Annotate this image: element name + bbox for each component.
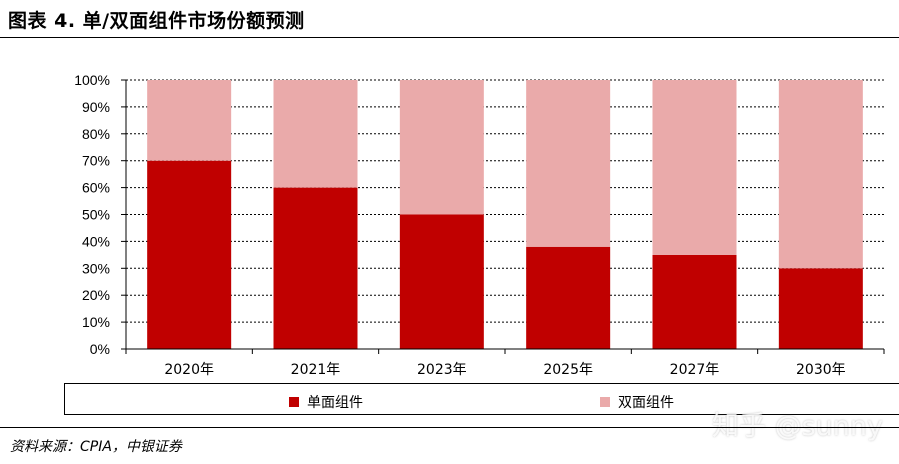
legend-label-single: 单面组件 [307,395,363,411]
bar-double [399,80,484,215]
bar-single [652,254,737,349]
legend: 单面组件 双面组件 [64,383,899,415]
x-tick-label: 2020年 [164,362,214,378]
y-tick-label: 30% [82,260,110,276]
watermark: 知乎 @sunny [712,411,883,442]
bar-single [526,246,611,349]
chart-title: 图表 4. 单/双面组件市场份额预测 [8,10,305,32]
x-tick-label: 2030年 [796,362,846,378]
x-tick-label: 2025年 [543,362,593,378]
bar-double [273,80,358,188]
legend-label-double: 双面组件 [618,395,674,411]
bar-double [778,80,863,269]
y-tick-label: 70% [82,153,110,169]
bar-single [273,187,358,349]
legend-swatch-double [600,397,610,407]
bar-double [147,80,232,161]
y-tick-label: 10% [82,314,110,330]
legend-item-single: 单面组件 [289,392,363,412]
bar-single [778,268,863,349]
legend-item-double: 双面组件 [600,392,674,412]
x-tick-label: 2027年 [670,362,720,378]
x-tick-label: 2021年 [291,362,341,378]
stacked-bar-chart: 0% 10% 20% 30% 40% 50% 60% 70% 80% 90% 100% 2020年 20… [74,72,885,378]
y-tick-label: 40% [82,233,110,249]
y-tick-label: 90% [82,99,110,115]
source-divider [0,427,899,428]
bar-single [147,160,232,349]
bar-double [526,80,611,247]
title-divider [0,37,899,38]
y-tick-label: 0% [90,341,110,357]
bar-double [652,80,737,255]
bar-single [399,214,484,349]
source-note: 资料来源：CPIA，中银证券 [10,439,182,455]
y-tick-label: 100% [74,72,110,88]
y-tick-label: 60% [82,180,110,196]
x-tick-label: 2023年 [417,362,467,378]
y-tick-label: 50% [82,207,110,223]
y-tick-label: 80% [82,126,110,142]
y-tick-label: 20% [82,287,110,303]
legend-swatch-single [289,397,299,407]
